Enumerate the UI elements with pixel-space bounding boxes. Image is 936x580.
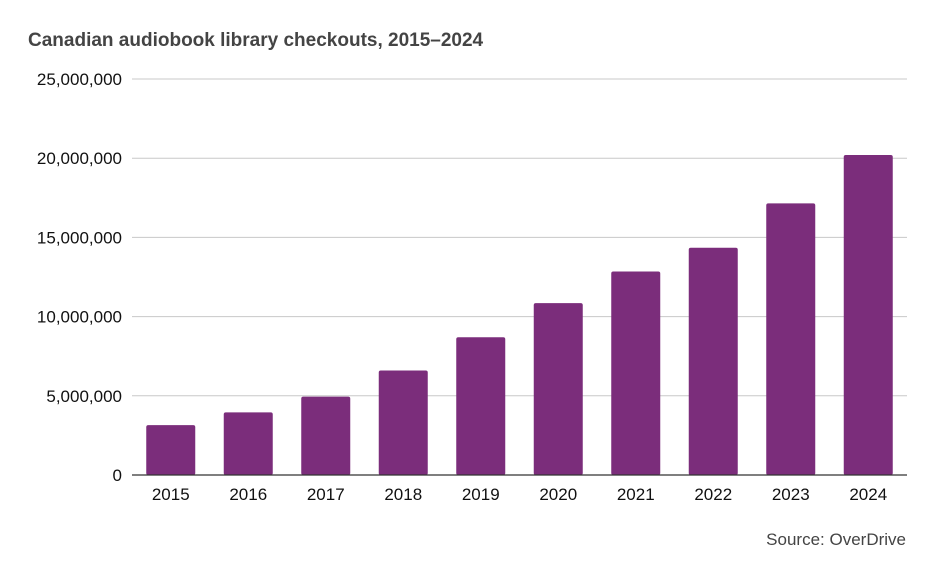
bars	[146, 155, 893, 476]
bar-2023	[766, 203, 816, 475]
x-axis-tick-labels: 2015 2016 2017 2018 2019 2020 2021 2022 2023 2024	[152, 485, 887, 504]
y-tick-label: 25,000,000	[37, 70, 122, 89]
source-note: Source: OverDrive	[766, 530, 906, 549]
x-tick-label: 2019	[462, 485, 500, 504]
x-tick-label: 2018	[384, 485, 422, 504]
bar-2018	[378, 370, 428, 475]
x-tick-label: 2017	[307, 485, 345, 504]
y-tick-label: 15,000,000	[37, 228, 122, 247]
x-tick-label: 2015	[152, 485, 190, 504]
x-tick-label: 2022	[694, 485, 732, 504]
y-tick-label: 0	[113, 466, 122, 485]
x-tick-label: 2024	[849, 485, 887, 504]
bar-2024	[843, 155, 893, 476]
x-tick-label: 2016	[229, 485, 267, 504]
chart-title: Canadian audiobook library checkouts, 20…	[28, 30, 484, 51]
bar-2021	[611, 271, 661, 475]
y-axis-tick-labels: 0 5,000,000 10,000,000 15,000,000 20,000,000…	[37, 70, 122, 485]
y-tick-label: 20,000,000	[37, 149, 122, 168]
bar-2017	[301, 396, 351, 475]
y-tick-label: 5,000,000	[46, 387, 122, 406]
x-tick-label: 2020	[539, 485, 577, 504]
bar-2020	[533, 303, 583, 475]
bar-2019	[456, 337, 506, 475]
y-tick-label: 10,000,000	[37, 308, 122, 327]
bar-2015	[146, 425, 196, 475]
bar-2016	[223, 412, 273, 475]
x-tick-label: 2021	[617, 485, 655, 504]
x-tick-label: 2023	[772, 485, 810, 504]
bar-2022	[688, 247, 738, 475]
